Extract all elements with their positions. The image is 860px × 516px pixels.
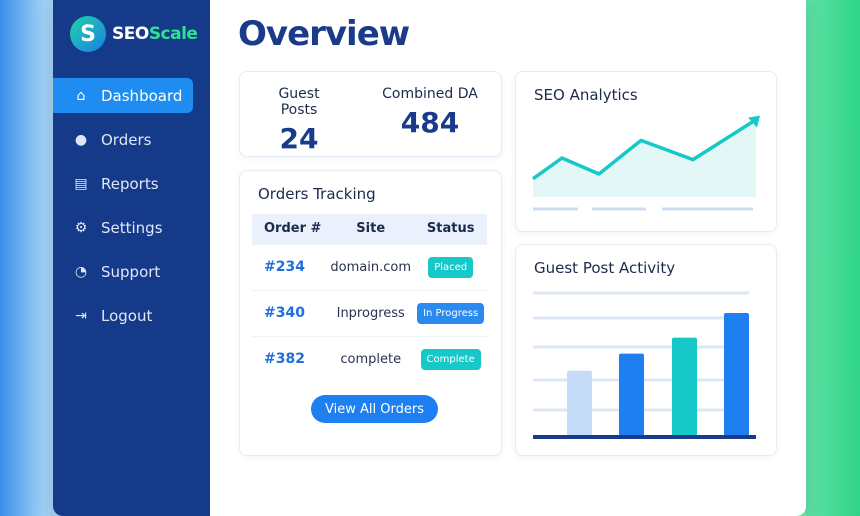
- view-all-orders-button[interactable]: View All Orders: [311, 395, 438, 423]
- table-row[interactable]: #234 domain.com Placed: [252, 243, 487, 290]
- sidebar-item-label: Settings: [101, 218, 163, 237]
- brand-name-a: SEO: [112, 24, 149, 44]
- user-icon: ●: [74, 131, 88, 148]
- line-series: [531, 118, 757, 181]
- sidebar-item-dashboard[interactable]: ⌂ Dashboard: [53, 78, 193, 113]
- sidebar-item-label: Logout: [101, 306, 153, 325]
- guest-post-bar-chart: [533, 291, 756, 439]
- sidebar-item-label: Orders: [101, 130, 152, 149]
- order-number[interactable]: #234: [252, 243, 328, 290]
- card-title: SEO Analytics: [534, 86, 638, 104]
- stat-label: Combined DA: [382, 86, 478, 102]
- order-number[interactable]: #340: [252, 289, 328, 336]
- bar: [672, 337, 697, 436]
- stat-guest-posts: Guest Posts 24: [258, 86, 340, 155]
- orders-tracking-card: Orders Tracking Order # Site Status #234…: [239, 170, 502, 456]
- col-header: Status: [414, 214, 487, 244]
- sidebar-item-orders[interactable]: ● Orders: [53, 122, 193, 157]
- sidebar-item-settings[interactable]: ⚙ Settings: [53, 210, 193, 245]
- logo[interactable]: S SEOScale: [53, 14, 210, 54]
- sidebar-nav: ⌂ Dashboard ● Orders ▤ Reports ⚙ Settings ◔ Suppo…: [53, 78, 210, 333]
- guest-post-activity-card: Guest Post Activity: [515, 244, 777, 456]
- reports-icon: ▤: [74, 175, 88, 192]
- sidebar-item-support[interactable]: ◔ Support: [53, 254, 193, 289]
- stat-value: 484: [400, 106, 460, 139]
- order-number[interactable]: #382: [252, 335, 328, 382]
- status-badge: Complete: [420, 348, 481, 370]
- sidebar-item-label: Support: [101, 262, 161, 281]
- sidebar-item-label: Dashboard: [101, 86, 183, 105]
- gear-icon: ⚙: [74, 219, 88, 236]
- card-title: Orders Tracking: [258, 185, 376, 203]
- table-row[interactable]: #382 complete Complete: [252, 335, 487, 382]
- logo-icon: S: [70, 16, 106, 52]
- sidebar: S SEOScale ⌂ Dashboard ● Orders ▤ Reports ⚙ Set…: [53, 0, 210, 516]
- col-header: Site: [327, 214, 415, 244]
- sidebar-item-label: Reports: [101, 174, 159, 193]
- home-icon: ⌂: [76, 87, 86, 104]
- line-area: [533, 119, 756, 197]
- logout-icon: ⇥: [75, 307, 87, 324]
- card-title: Guest Post Activity: [534, 259, 676, 277]
- support-icon: ◔: [74, 263, 88, 280]
- app-window: S SEOScale ⌂ Dashboard ● Orders ▤ Reports ⚙ Set…: [53, 0, 806, 516]
- col-header: Order #: [252, 214, 328, 244]
- seo-analytics-card: SEO Analytics: [515, 71, 777, 232]
- stats-card: Guest Posts 24 Combined DA 484: [239, 71, 502, 157]
- arrow-head: [748, 115, 760, 128]
- seo-line-chart: [531, 115, 760, 211]
- table-row[interactable]: #340 Inprogress In Progress: [252, 289, 487, 336]
- stat-combined-da: Combined DA 484: [380, 86, 480, 139]
- stat-label: Guest Posts: [278, 86, 320, 118]
- main-content: Overview Guest Posts 24 Combined DA 484 …: [210, 0, 806, 516]
- sidebar-item-logout[interactable]: ⇥ Logout: [53, 298, 193, 333]
- status-badge: In Progress: [417, 302, 485, 324]
- order-site: domain.com: [327, 243, 415, 290]
- order-site: complete: [327, 335, 415, 382]
- bar: [619, 353, 644, 436]
- brand-name: SEOScale: [112, 24, 198, 44]
- orders-table: Order # Site Status #234 domain.com Placed…: [252, 214, 487, 382]
- page-title: Overview: [238, 14, 410, 54]
- status-badge: Placed: [428, 256, 474, 278]
- order-site: Inprogress: [327, 289, 415, 336]
- brand-name-b: Scale: [148, 24, 198, 44]
- bar: [724, 313, 749, 436]
- stat-value: 24: [279, 122, 319, 155]
- sidebar-item-reports[interactable]: ▤ Reports: [53, 166, 193, 201]
- bar: [567, 370, 592, 436]
